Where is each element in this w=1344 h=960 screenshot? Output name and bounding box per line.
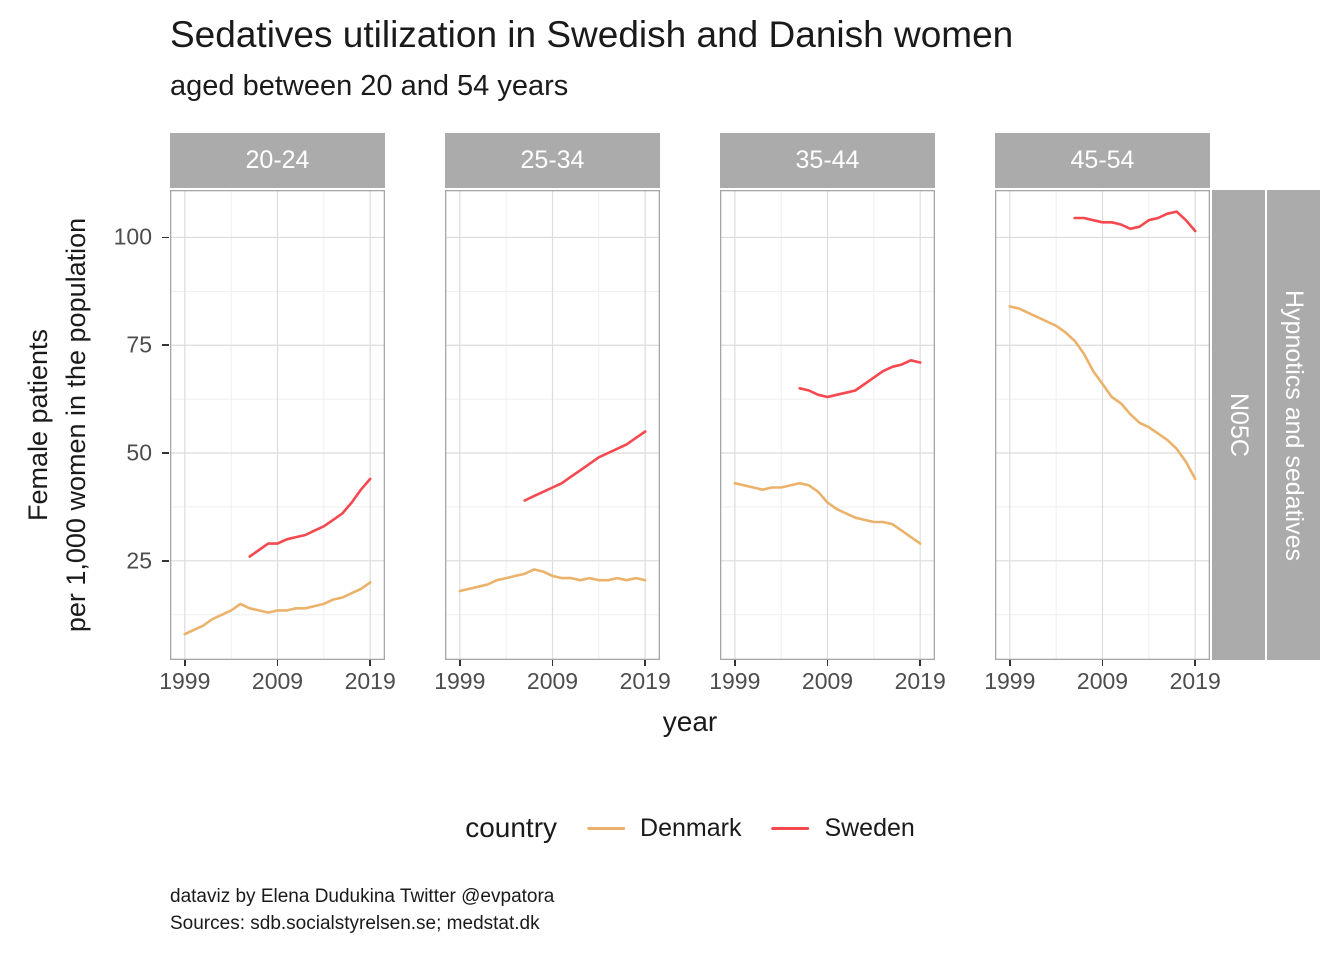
x-tick-label: 1999 — [984, 668, 1036, 694]
line-sweden-45-54 — [1073, 210, 1197, 233]
x-tick-label: 2019 — [344, 668, 396, 694]
denmark-line-swatch-icon — [587, 826, 626, 830]
y-axis-label: Female patients per 1,000 women in the p… — [23, 217, 91, 633]
chart-subtitle: aged between 20 and 54 years — [170, 70, 569, 102]
x-tick-mark — [1194, 660, 1196, 666]
x-tick-mark — [369, 660, 371, 666]
x-tick-mark — [276, 660, 279, 666]
x-tick-mark — [644, 660, 646, 666]
legend-entry-sweden: Sweden — [771, 813, 915, 843]
legend-label-sweden: Sweden — [824, 813, 915, 842]
legend-title: country — [465, 812, 558, 843]
x-tick-mark — [1009, 660, 1011, 666]
x-tick-mark — [919, 660, 921, 666]
line-denmark-20-24 — [183, 581, 372, 636]
facet-panel-35-44 — [720, 190, 935, 660]
x-tick-label: 2009 — [801, 668, 854, 694]
x-tick-mark — [184, 660, 186, 666]
caption-credit: dataviz by Elena Dudukina Twitter @evpat… — [170, 886, 555, 907]
facet-row-strip-hypnotics: Hypnotics and sedatives — [1267, 190, 1320, 660]
facet-panel-25-34 — [445, 190, 660, 660]
y-tick-label: 25 — [126, 547, 152, 574]
line-sweden-35-44 — [798, 359, 922, 399]
x-tick-label: 1999 — [159, 668, 211, 694]
x-tick-mark — [1101, 660, 1104, 666]
y-tick-mark — [162, 344, 169, 346]
legend-entry-denmark: Denmark — [587, 814, 741, 843]
line-sweden-20-24 — [248, 477, 372, 558]
sweden-line-swatch-icon — [771, 826, 810, 830]
y-tick-label: 100 — [113, 223, 152, 250]
legend: country Denmark Sweden — [465, 812, 915, 844]
facet-panel-20-24 — [170, 190, 385, 660]
x-tick-mark — [826, 660, 829, 666]
facet-strip-35-44: 35-44 — [720, 133, 935, 188]
facet-strip-20-24: 20-24 — [170, 133, 385, 188]
y-tick-label: 75 — [126, 331, 152, 358]
line-denmark-25-34 — [458, 568, 647, 593]
x-tick-mark — [551, 660, 554, 666]
x-tick-label: 1999 — [434, 668, 486, 694]
chart-title: Sedatives utilization in Swedish and Dan… — [170, 14, 1014, 55]
facet-strip-45-54: 45-54 — [995, 133, 1210, 188]
legend-label-denmark: Denmark — [640, 813, 742, 842]
line-sweden-25-34 — [523, 430, 647, 502]
x-tick-mark — [734, 660, 736, 666]
facet-row-strip-n05c: N05C — [1212, 190, 1265, 660]
x-tick-label: 2019 — [1169, 668, 1221, 694]
caption-sources: Sources: sdb.socialstyrelsen.se; medstat… — [170, 912, 540, 934]
x-tick-label: 2009 — [251, 668, 304, 694]
caption: dataviz by Elena Dudukina Twitter @evpat… — [170, 884, 554, 937]
y-tick-mark — [162, 560, 169, 562]
x-tick-mark — [459, 660, 461, 666]
line-denmark-35-44 — [733, 481, 922, 545]
line-denmark-45-54 — [1008, 305, 1197, 481]
x-tick-label: 2019 — [619, 668, 671, 694]
facet-strip-25-34: 25-34 — [445, 133, 660, 188]
x-tick-label: 2009 — [1076, 668, 1129, 694]
y-tick-mark — [162, 452, 169, 454]
x-tick-label: 2009 — [526, 668, 579, 694]
y-tick-label: 50 — [126, 439, 152, 466]
facet-panel-45-54 — [995, 190, 1210, 660]
x-tick-label: 2019 — [894, 668, 946, 694]
y-tick-mark — [162, 236, 169, 239]
x-axis-label: year — [662, 706, 718, 737]
x-tick-label: 1999 — [709, 668, 761, 694]
